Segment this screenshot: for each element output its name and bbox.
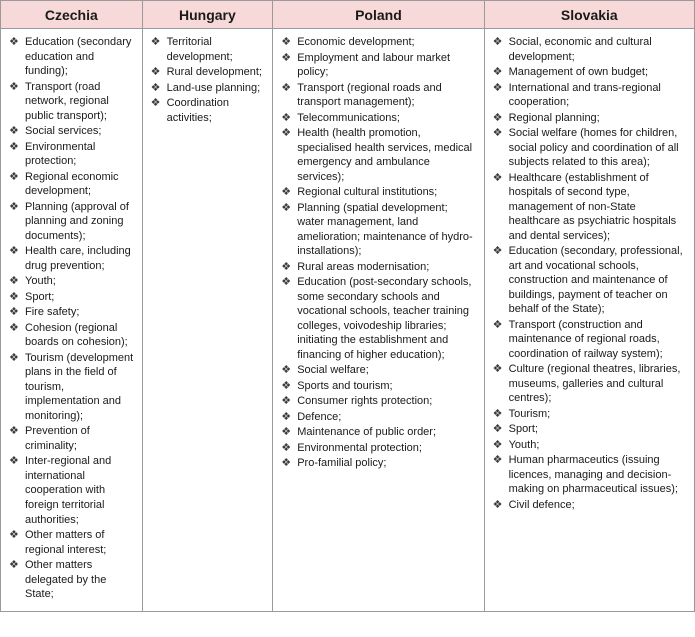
list-item: Inter-regional and international coopera… bbox=[9, 454, 134, 527]
list-item: Maintenance of public order; bbox=[281, 425, 475, 440]
list-item: Youth; bbox=[9, 274, 134, 289]
list-item: Culture (regional theatres, libraries, m… bbox=[493, 362, 686, 406]
list-item: Civil defence; bbox=[493, 498, 686, 513]
column-slovakia: Slovakia Social, economic and cultural de… bbox=[485, 1, 694, 611]
list-item: Youth; bbox=[493, 438, 686, 453]
list-item: Pro-familial policy; bbox=[281, 456, 475, 471]
list-item: Tourism (development plans in the field … bbox=[9, 351, 134, 424]
column-header: Poland bbox=[273, 1, 483, 29]
list-item: Rural areas modernisation; bbox=[281, 260, 475, 275]
list-item: Land-use planning; bbox=[151, 81, 265, 96]
list-item: Defence; bbox=[281, 410, 475, 425]
column-body: Social, economic and cultural developmen… bbox=[485, 29, 694, 611]
list-item: Sport; bbox=[493, 422, 686, 437]
column-header: Czechia bbox=[1, 1, 142, 29]
list-item: Prevention of criminality; bbox=[9, 424, 134, 453]
list-item: Tourism; bbox=[493, 407, 686, 422]
list-item: Regional economic development; bbox=[9, 170, 134, 199]
list-item: Planning (spatial development; water man… bbox=[281, 201, 475, 259]
list-item: Sports and tourism; bbox=[281, 379, 475, 394]
list-item: Transport (construction and maintenance … bbox=[493, 318, 686, 362]
list-item: Regional planning; bbox=[493, 111, 686, 126]
list-item: Cohesion (regional boards on cohesion); bbox=[9, 321, 134, 350]
list-item: Planning (approval of planning and zonin… bbox=[9, 200, 134, 244]
column-hungary: HungaryTerritorial development;Rural dev… bbox=[143, 1, 274, 611]
list-item: Environmental protection; bbox=[281, 441, 475, 456]
list-item: Consumer rights protection; bbox=[281, 394, 475, 409]
list-item: Human pharmaceutics (issuing licences, m… bbox=[493, 453, 686, 497]
list-item: Transport (road network, regional public… bbox=[9, 80, 134, 124]
list-item: Regional cultural institutions; bbox=[281, 185, 475, 200]
list-item: Coordination activities; bbox=[151, 96, 265, 125]
list-item: Education (secondary, professional, art … bbox=[493, 244, 686, 317]
list-item: Fire safety; bbox=[9, 305, 134, 320]
column-body: Territorial development;Rural developmen… bbox=[143, 29, 273, 611]
list-item: Territorial development; bbox=[151, 35, 265, 64]
column-poland: PolandEconomic development;Employment an… bbox=[273, 1, 484, 611]
list-item: Transport (regional roads and transport … bbox=[281, 81, 475, 110]
list-item: Education (post-secondary schools, some … bbox=[281, 275, 475, 362]
list-item: Health (health promotion, specialised he… bbox=[281, 126, 475, 184]
list-item: Social services; bbox=[9, 124, 134, 139]
list-item: International and trans-regional coopera… bbox=[493, 81, 686, 110]
list-item: Management of own budget; bbox=[493, 65, 686, 80]
column-header: Hungary bbox=[143, 1, 273, 29]
list-item: Rural development; bbox=[151, 65, 265, 80]
column-body: Economic development;Employment and labo… bbox=[273, 29, 483, 611]
list-item: Social welfare; bbox=[281, 363, 475, 378]
list-item: Other matters delegated by the State; bbox=[9, 558, 134, 602]
competencies-table: Czechia Education (secondary education an… bbox=[0, 0, 695, 612]
list-item: Education (secondary education and fundi… bbox=[9, 35, 134, 79]
list-item: Economic development; bbox=[281, 35, 475, 50]
list-item: Telecommunications; bbox=[281, 111, 475, 126]
column-czechia: Czechia Education (secondary education an… bbox=[1, 1, 143, 611]
list-item: Employment and labour market policy; bbox=[281, 51, 475, 80]
list-item: Environmental protection; bbox=[9, 140, 134, 169]
column-body: Education (secondary education and fundi… bbox=[1, 29, 142, 611]
list-item: Other matters of regional interest; bbox=[9, 528, 134, 557]
list-item: Social welfare (homes for children, soci… bbox=[493, 126, 686, 170]
list-item: Sport; bbox=[9, 290, 134, 305]
list-item: Health care, including drug prevention; bbox=[9, 244, 134, 273]
list-item: Social, economic and cultural developmen… bbox=[493, 35, 686, 64]
list-item: Healthcare (establishment of hospitals o… bbox=[493, 171, 686, 244]
column-header: Slovakia bbox=[485, 1, 694, 29]
